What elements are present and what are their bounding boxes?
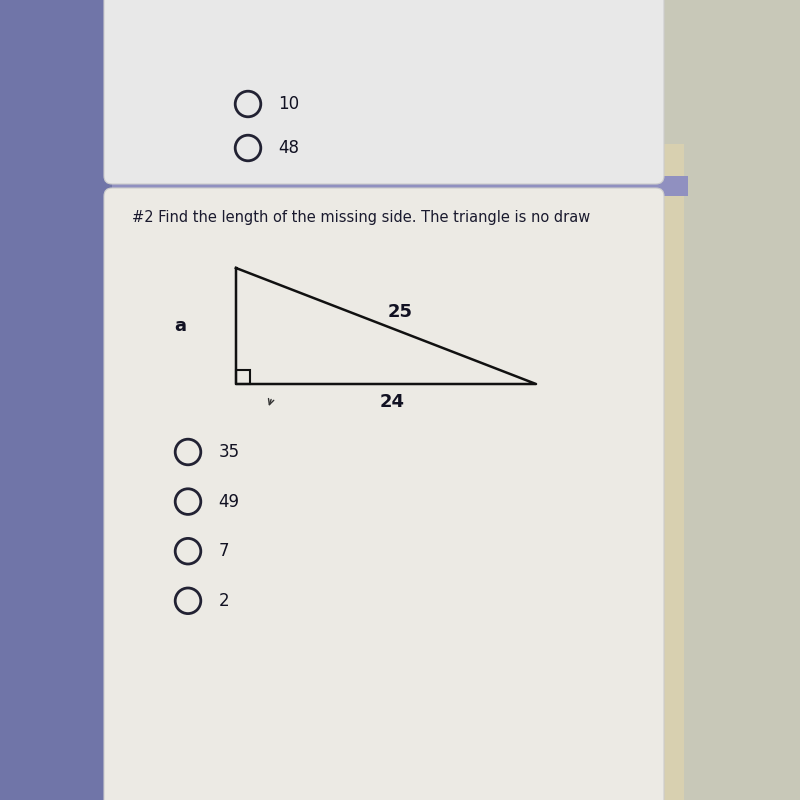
Text: 10: 10 (278, 95, 299, 113)
Text: 49: 49 (218, 493, 239, 510)
Text: 2: 2 (218, 592, 229, 610)
Bar (236, 370, 250, 384)
Bar (0, 0, 112, 800)
Bar (112, 0, 800, 800)
Bar (640, 152, 664, 336)
FancyBboxPatch shape (104, 0, 664, 184)
Bar (112, 176, 688, 196)
Text: 48: 48 (278, 139, 299, 157)
Text: #2 Find the length of the missing side. The triangle is no⁠ draw: #2 Find the length of the missing side. … (132, 210, 590, 225)
Text: 24: 24 (379, 393, 405, 410)
Text: 7: 7 (218, 542, 229, 560)
Text: a: a (174, 318, 186, 335)
Bar (632, 144, 684, 800)
FancyBboxPatch shape (104, 188, 664, 800)
Text: 35: 35 (218, 443, 239, 461)
Text: 25: 25 (387, 303, 413, 321)
